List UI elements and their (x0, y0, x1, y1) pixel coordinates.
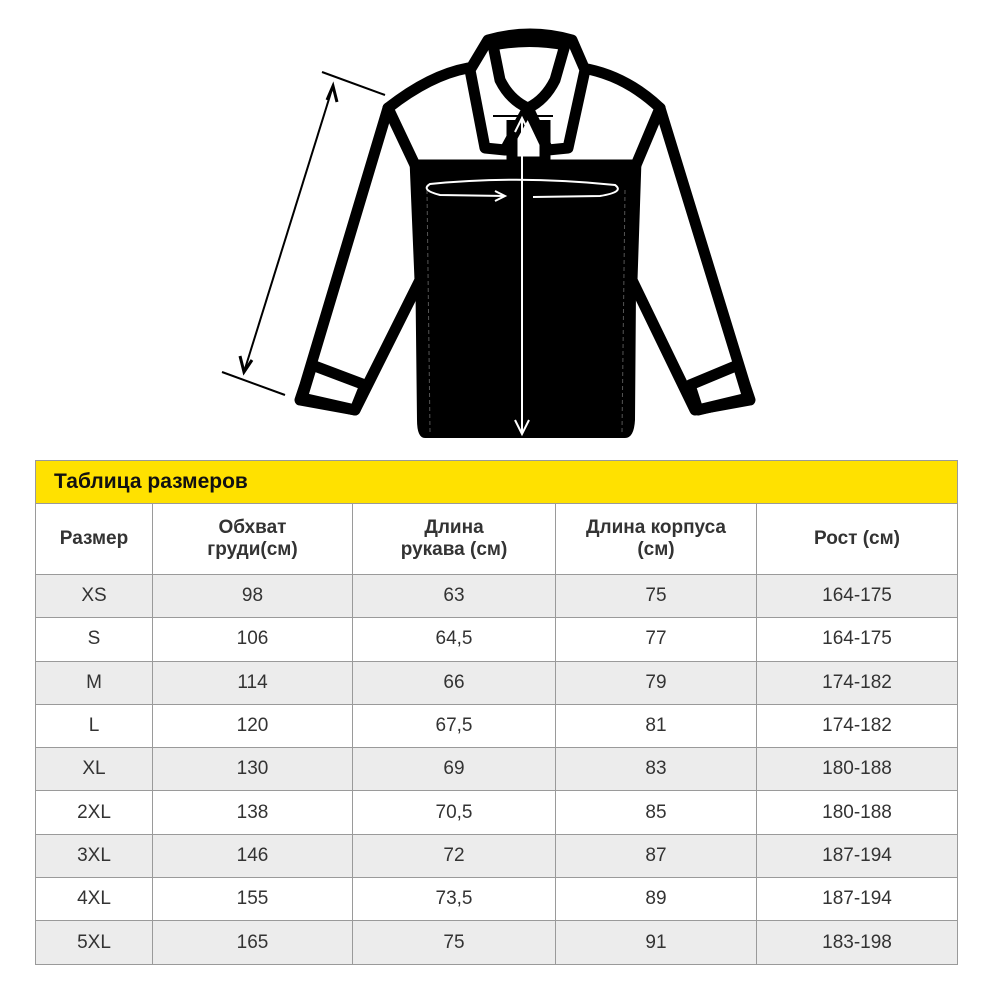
column-header-line: Длина (424, 517, 484, 538)
column-header: Обхват груди(см) (152, 503, 353, 575)
table-cell: 174-182 (755, 703, 959, 749)
column-header: Длина рукава (см) (352, 503, 556, 575)
column-header-line: груди(см) (207, 539, 298, 560)
table-cell: 98 (152, 573, 353, 619)
column-header: Размер (35, 503, 153, 575)
table-row: L 120 67,5 81 174-182 (35, 703, 959, 749)
table-cell: 164-175 (755, 573, 959, 619)
table-row: 2XL 138 70,5 85 180-188 (35, 790, 959, 835)
table-cell: 187-194 (755, 833, 959, 879)
sleeve-length-arrow (221, 71, 386, 396)
table-row: XL 130 69 83 180-188 (35, 747, 959, 792)
table-cell: 180-188 (755, 790, 959, 835)
table-cell: S (35, 617, 153, 662)
table-cell: 89 (555, 877, 757, 922)
table-cell: 85 (555, 790, 757, 835)
table-cell: 2XL (35, 790, 153, 835)
table-cell: 73,5 (352, 877, 556, 922)
table-cell: 75 (555, 573, 757, 619)
table-cell: 120 (152, 703, 353, 749)
table-cell: 69 (352, 747, 556, 792)
table-cell: 138 (152, 790, 353, 835)
table-cell: 146 (152, 833, 353, 879)
table-cell: 164-175 (755, 617, 959, 662)
table-row: 3XL 146 72 87 187-194 (35, 833, 959, 879)
column-header-line: Рост (см) (814, 528, 900, 549)
table-cell: 91 (555, 920, 757, 965)
table-cell: XL (35, 747, 153, 792)
table-cell: 81 (555, 703, 757, 749)
table-cell: 66 (352, 660, 556, 705)
table-row: XS 98 63 75 164-175 (35, 573, 959, 619)
table-row: 4XL 155 73,5 89 187-194 (35, 877, 959, 922)
table-cell: 64,5 (352, 617, 556, 662)
table-cell: M (35, 660, 153, 705)
table-cell: 183-198 (755, 920, 959, 965)
size-table: Таблица размеров Размер Обхват груди(см) Дл… (34, 460, 959, 965)
table-cell: 187-194 (755, 877, 959, 922)
table-title: Таблица размеров (34, 460, 959, 504)
table-cell: 87 (555, 833, 757, 879)
table-cell: 106 (152, 617, 353, 662)
header-row: Размер Обхват груди(см) Длина рукава (см) Дли… (35, 503, 959, 575)
table-row: 5XL 165 75 91 183-198 (35, 920, 959, 965)
table-cell: 72 (352, 833, 556, 879)
column-header: Рост (см) (755, 503, 959, 575)
table-cell: 180-188 (755, 747, 959, 792)
table-cell: XS (35, 573, 153, 619)
table-cell: 155 (152, 877, 353, 922)
body-length-arrow (493, 115, 553, 437)
table-cell: 77 (555, 617, 757, 662)
table-cell: 79 (555, 660, 757, 705)
column-header-line: Обхват (218, 517, 287, 538)
table-cell: 165 (152, 920, 353, 965)
table-cell: 3XL (35, 833, 153, 879)
table-row: M 114 66 79 174-182 (35, 660, 959, 705)
table-cell: 67,5 (352, 703, 556, 749)
table-cell: 130 (152, 747, 353, 792)
table-cell: 70,5 (352, 790, 556, 835)
table-cell: 83 (555, 747, 757, 792)
column-header-line: Длина корпуса (585, 517, 726, 538)
jacket-measurement-icon (221, 28, 756, 438)
column-header: Длина корпуса (см) (555, 503, 757, 575)
table-cell: 75 (352, 920, 556, 965)
column-header-line: Размер (59, 528, 129, 549)
table-cell: 4XL (35, 877, 153, 922)
column-header-line: (см) (637, 539, 675, 560)
table-cell: 114 (152, 660, 353, 705)
jacket-body (414, 160, 637, 438)
table-cell: L (35, 703, 153, 749)
column-header-line: рукава (см) (400, 539, 508, 560)
table-cell: 174-182 (755, 660, 959, 705)
table-cell: 63 (352, 573, 556, 619)
table-row: S 106 64,5 77 164-175 (35, 617, 959, 662)
table-cell: 5XL (35, 920, 153, 965)
